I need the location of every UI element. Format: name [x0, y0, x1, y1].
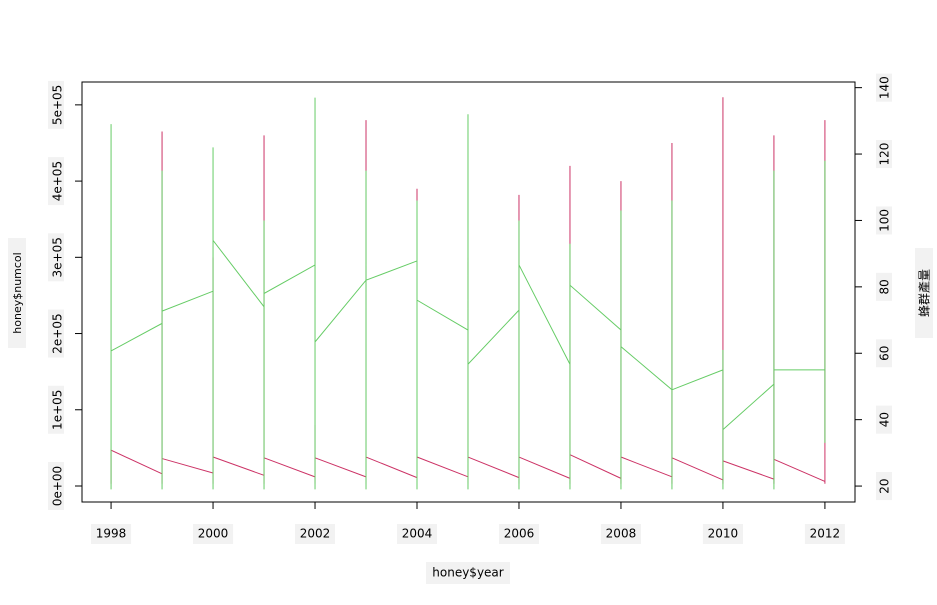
label-bg: [91, 524, 132, 544]
label-bg: [804, 524, 845, 544]
x-tick-label: 2002: [300, 527, 331, 541]
label-bg: [193, 524, 234, 544]
series-line: [110, 97, 826, 490]
x-axis-title: honey$year: [432, 566, 504, 580]
y2-tick-label: 120: [878, 143, 892, 166]
label-bg: [48, 309, 64, 358]
x-tick-label: 2012: [810, 527, 841, 541]
y2-tick-label: 60: [878, 346, 892, 361]
label-bg: [295, 524, 336, 544]
x-tick-label: 2006: [504, 527, 535, 541]
label-bg: [876, 272, 892, 301]
x-tick-label: 2008: [606, 527, 637, 541]
y-tick-label: 1e+05: [51, 390, 65, 430]
x-tick-label: 2004: [402, 527, 433, 541]
y2-tick-label: 20: [878, 478, 892, 493]
label-bg: [876, 472, 892, 501]
label-bg: [48, 233, 64, 282]
y-tick-label: 3e+05: [51, 237, 65, 277]
y-tick-label: 0e+00: [51, 466, 65, 506]
label-bg: [48, 461, 64, 510]
label-bg: [48, 80, 64, 129]
y-tick-label: 4e+05: [51, 161, 65, 201]
y2-tick-label: 80: [878, 279, 892, 294]
x-tick-label: 2010: [708, 527, 739, 541]
plot-box: [81, 81, 856, 503]
y2-tick-label: 140: [878, 76, 892, 99]
label-bg: [426, 562, 510, 584]
y-tick-label: 5e+05: [51, 85, 65, 125]
label-bg: [876, 405, 892, 434]
label-bg: [876, 140, 892, 169]
x-tick-label: 2000: [198, 527, 229, 541]
y2-tick-label: 100: [878, 209, 892, 232]
label-bg: [498, 524, 539, 544]
label-bg: [48, 385, 64, 434]
label-bg: [702, 524, 743, 544]
x-tick-label: 1998: [96, 527, 127, 541]
y-tick-label: 2e+05: [51, 313, 65, 353]
label-bg: [8, 238, 26, 348]
y-axis-title: honey$numcol: [11, 252, 24, 333]
label-bg: [397, 524, 438, 544]
y2-axis-title: 蜂群產量: [917, 269, 932, 317]
label-bg: [48, 157, 64, 206]
label-bg: [876, 339, 892, 368]
label-bg: [876, 206, 892, 235]
label-bg: [600, 524, 641, 544]
label-bg: [915, 248, 933, 338]
label-bg: [876, 73, 892, 102]
y2-tick-label: 40: [878, 412, 892, 427]
